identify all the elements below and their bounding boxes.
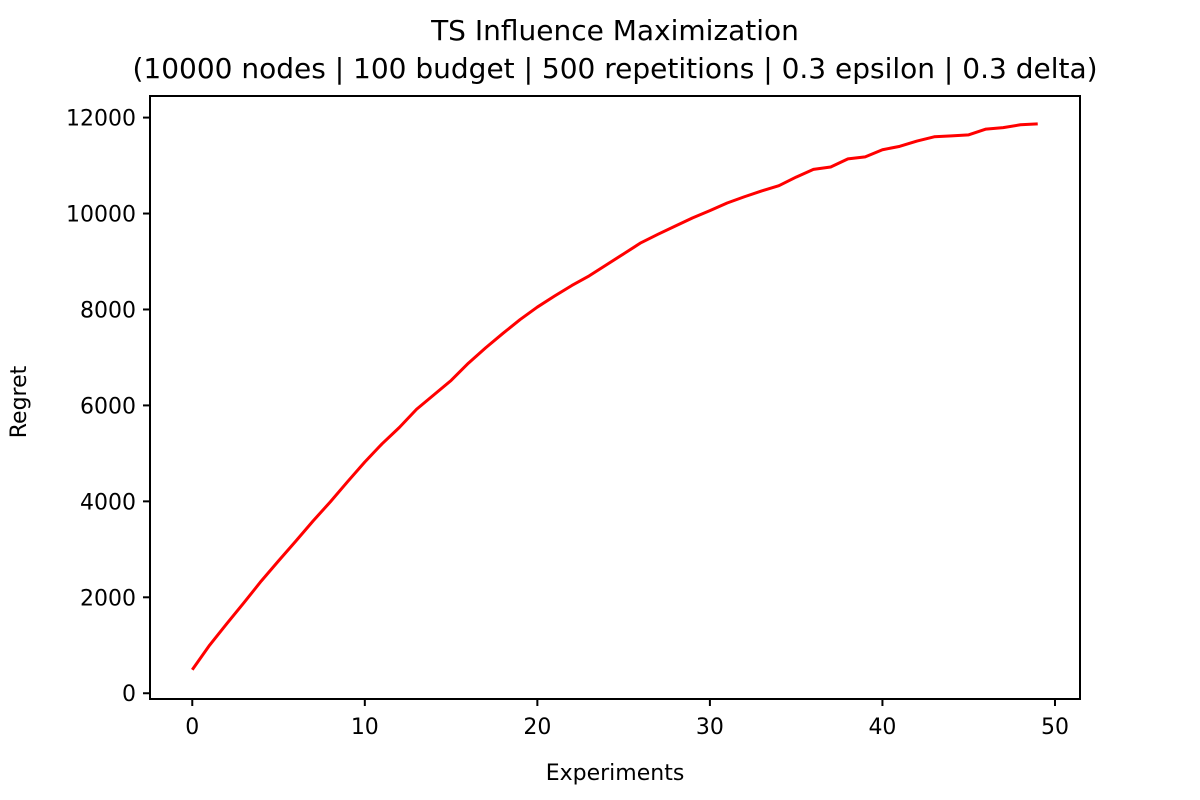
y-tick-label: 10000 bbox=[66, 203, 136, 228]
plot-area bbox=[191, 122, 1038, 671]
x-axis: 0 10 20 30 40 50 bbox=[185, 699, 1069, 740]
y-tick-label: 4000 bbox=[80, 490, 136, 515]
y-axis: 0 2000 4000 6000 8000 10000 12000 bbox=[66, 107, 150, 707]
x-tick-label: 40 bbox=[868, 715, 896, 740]
x-tick-label: 50 bbox=[1041, 715, 1069, 740]
y-tick-label: 8000 bbox=[80, 298, 136, 323]
x-tick-label: 30 bbox=[696, 715, 724, 740]
series-line-0 bbox=[191, 122, 1038, 671]
y-tick-label: 6000 bbox=[80, 394, 136, 419]
plot-frame bbox=[149, 95, 1081, 700]
x-tick-label: 10 bbox=[351, 715, 379, 740]
x-tick-label: 0 bbox=[185, 715, 199, 740]
x-axis-label: Experiments bbox=[546, 761, 685, 786]
chart-title: TS Influence Maximization bbox=[430, 14, 799, 47]
y-tick-label: 2000 bbox=[80, 586, 136, 611]
y-axis-label: Regret bbox=[7, 365, 32, 438]
x-tick-label: 20 bbox=[523, 715, 551, 740]
chart-subtitle: (10000 nodes | 100 budget | 500 repetiti… bbox=[132, 52, 1097, 85]
y-tick-label: 12000 bbox=[66, 107, 136, 132]
y-tick-label: 0 bbox=[122, 682, 136, 707]
